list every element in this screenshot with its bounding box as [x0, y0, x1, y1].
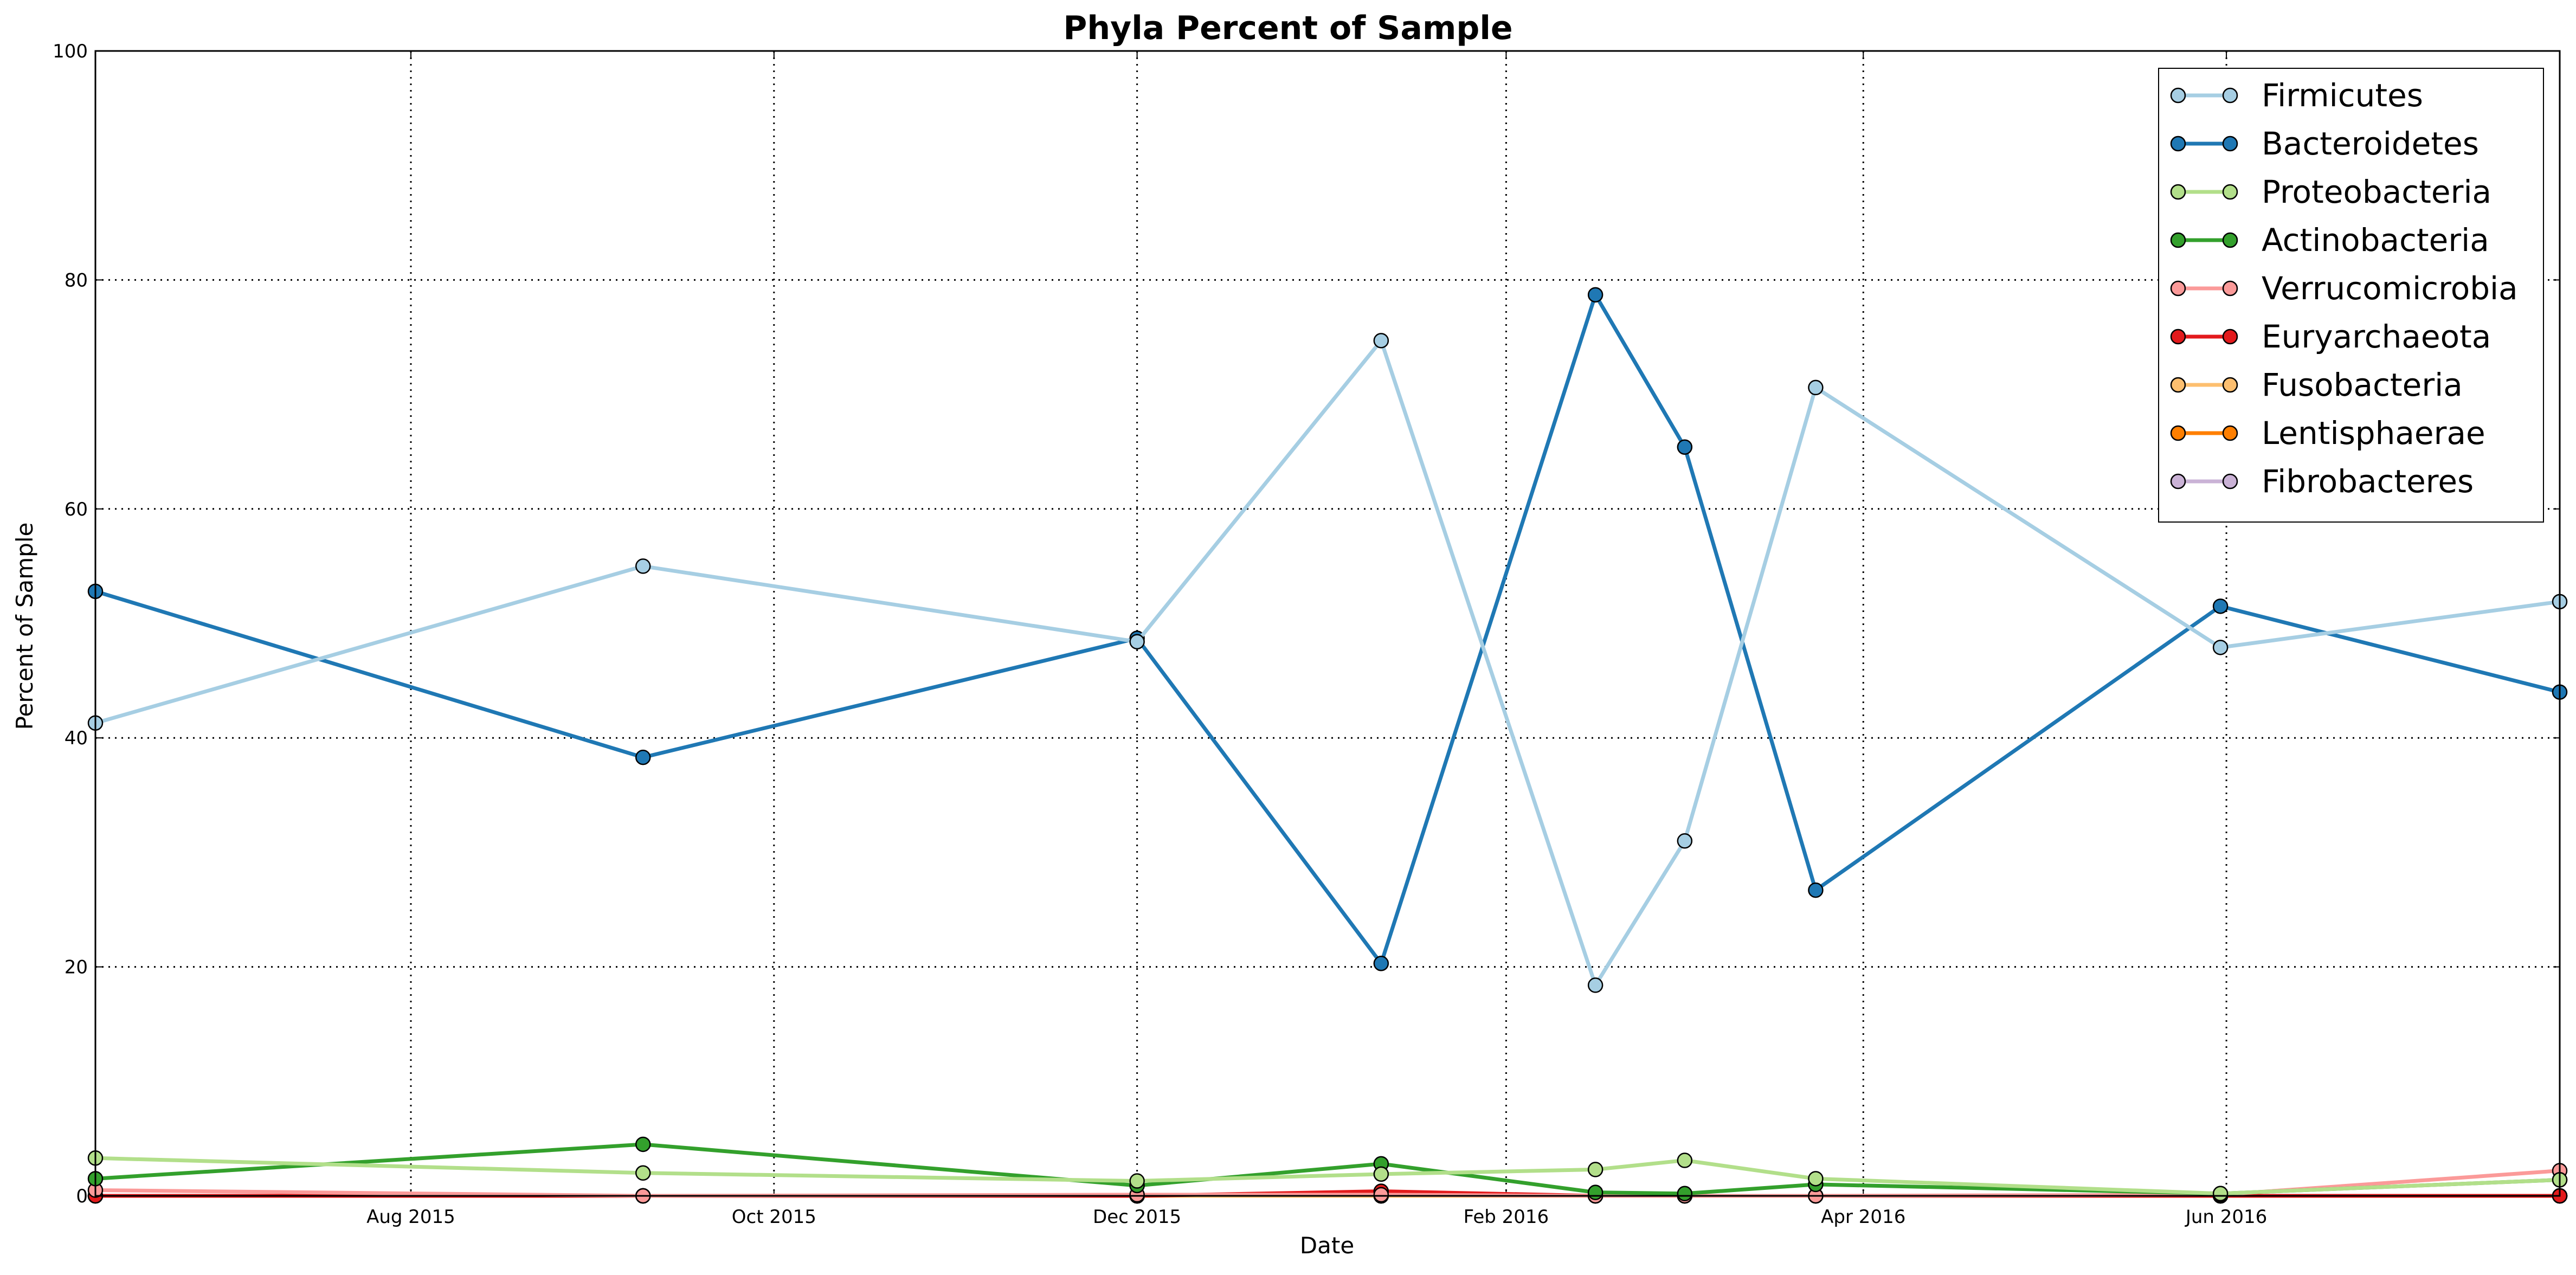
- data-point: [635, 749, 651, 765]
- legend-item: Proteobacteria: [2170, 173, 2491, 210]
- legend-swatch-marker: [2170, 184, 2186, 200]
- y-tick-label: 80: [65, 269, 88, 291]
- legend-item: Euryarchaeota: [2170, 318, 2491, 355]
- data-point: [1808, 882, 1824, 898]
- legend-item: Bacteroidetes: [2170, 125, 2479, 162]
- data-point: [1677, 439, 1693, 455]
- data-point: [1373, 1187, 1389, 1203]
- legend-swatch-marker: [2222, 425, 2238, 441]
- legend-label: Euryarchaeota: [2262, 318, 2491, 355]
- legend-swatch-marker: [2222, 184, 2238, 200]
- data-point: [635, 1165, 651, 1181]
- y-tick-label: 20: [65, 957, 88, 978]
- x-axis-label: Date: [1300, 1232, 1354, 1259]
- legend-swatch-marker: [2170, 87, 2186, 104]
- legend-label: Lentisphaerae: [2262, 415, 2485, 452]
- series-firmicutes: [87, 333, 2568, 993]
- x-tick-label: Aug 2015: [366, 1206, 455, 1228]
- data-point: [1129, 634, 1145, 650]
- data-point: [1373, 1166, 1389, 1182]
- legend: Firmicutes Bacteroidetes Proteobacteria Act…: [2158, 68, 2544, 523]
- y-tick-label: 100: [53, 41, 88, 62]
- legend-swatch-marker: [2222, 473, 2238, 490]
- y-tick-label: 0: [76, 1186, 88, 1207]
- legend-swatch-marker: [2222, 329, 2238, 345]
- legend-label: Proteobacteria: [2262, 173, 2491, 210]
- data-point: [1587, 1184, 1603, 1200]
- legend-swatch-marker: [2222, 377, 2238, 393]
- legend-label: Fibrobacteres: [2262, 463, 2474, 500]
- x-tick-label: Oct 2015: [732, 1206, 816, 1228]
- chart-title: Phyla Percent of Sample: [1063, 9, 1512, 47]
- y-tick-label: 60: [65, 499, 88, 520]
- legend-label: Bacteroidetes: [2262, 125, 2479, 162]
- series-proteobacteria: [87, 1150, 2568, 1202]
- legend-item: Fusobacteria: [2170, 366, 2463, 403]
- legend-swatch-marker: [2170, 329, 2186, 345]
- legend-label: Verrucomicrobia: [2262, 270, 2518, 307]
- data-point: [1808, 379, 1824, 396]
- data-point: [635, 1136, 651, 1152]
- plot-frame: [94, 50, 2561, 1197]
- legend-swatch-marker: [2222, 280, 2238, 297]
- legend-item: Firmicutes: [2170, 77, 2423, 114]
- data-point: [1373, 333, 1389, 349]
- y-axis-label: Percent of Sample: [11, 523, 38, 730]
- data-point: [1129, 1173, 1145, 1189]
- gridlines: [95, 50, 2560, 1196]
- data-point: [1677, 1186, 1693, 1202]
- data-point: [1373, 956, 1389, 971]
- legend-swatch-marker: [2222, 87, 2238, 104]
- data-point: [1808, 1171, 1824, 1187]
- legend-swatch-marker: [2170, 473, 2186, 490]
- legend-swatch-marker: [2222, 232, 2238, 248]
- data-point: [1587, 287, 1603, 303]
- data-point: [1677, 1152, 1693, 1168]
- data-point: [1587, 977, 1603, 993]
- legend-item: Lentisphaerae: [2170, 415, 2485, 452]
- x-tick-label: Apr 2016: [1821, 1206, 1905, 1228]
- legend-item: Verrucomicrobia: [2170, 270, 2518, 307]
- data-point: [2212, 1186, 2229, 1202]
- data-point: [1587, 1162, 1603, 1177]
- legend-item: Actinobacteria: [2170, 222, 2489, 259]
- y-tick-label: 40: [65, 727, 88, 749]
- data-point: [1677, 833, 1693, 849]
- legend-swatch-marker: [2170, 280, 2186, 297]
- legend-label: Firmicutes: [2262, 77, 2423, 114]
- data-point: [2212, 640, 2229, 655]
- legend-swatch-marker: [2222, 136, 2238, 152]
- legend-label: Fusobacteria: [2262, 366, 2463, 403]
- legend-swatch-marker: [2170, 425, 2186, 441]
- legend-swatch-marker: [2170, 136, 2186, 152]
- legend-label: Actinobacteria: [2262, 222, 2489, 259]
- legend-item: Fibrobacteres: [2170, 463, 2474, 500]
- x-tick-label: Feb 2016: [1464, 1206, 1549, 1228]
- data-point: [2212, 598, 2229, 614]
- x-tick-label: Jun 2016: [2185, 1206, 2267, 1228]
- data-point: [635, 558, 651, 574]
- legend-swatch-marker: [2170, 232, 2186, 248]
- legend-swatch-marker: [2170, 377, 2186, 393]
- plot-area: [95, 51, 2560, 1196]
- x-tick-label: Dec 2015: [1093, 1206, 1181, 1228]
